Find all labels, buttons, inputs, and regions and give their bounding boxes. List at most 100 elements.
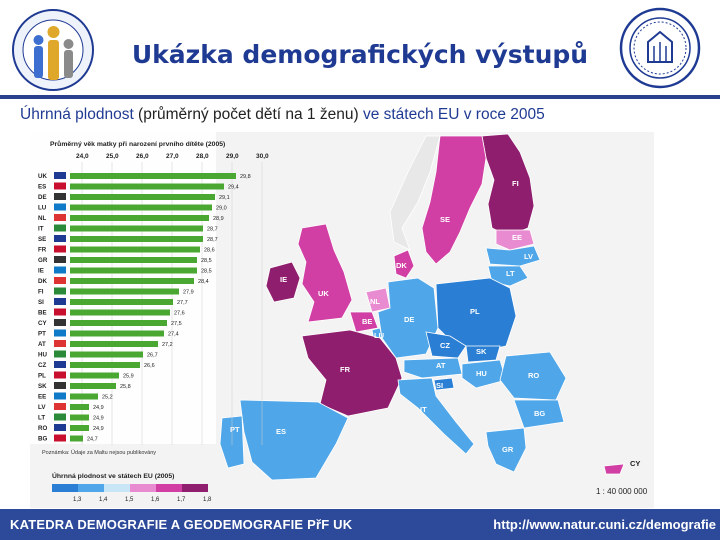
country-dk <box>393 249 415 279</box>
flag-icon <box>54 287 66 295</box>
page-title: Ukázka demografických výstupů <box>131 40 589 69</box>
country-norway <box>389 135 441 251</box>
tick-label: 25,0 <box>106 153 119 160</box>
bar-value-label: 27,6 <box>174 311 185 317</box>
country-uk <box>297 223 353 323</box>
bar <box>70 236 203 242</box>
flag-icon <box>54 193 66 200</box>
tick-label: 29,0 <box>226 153 239 160</box>
country-code-label: AT <box>38 341 46 348</box>
legend-swatch <box>182 484 208 492</box>
flag-icon <box>54 382 66 389</box>
country-code-label: GR <box>38 257 48 264</box>
country-si <box>433 377 455 391</box>
country-code-label: HU <box>38 352 47 359</box>
country-code-label: DE <box>38 194 47 201</box>
bar-value-label: 24,9 <box>93 416 104 422</box>
flag-icon <box>54 182 66 190</box>
country-sk <box>465 345 501 363</box>
tick-label: 24,0 <box>76 153 89 160</box>
subtitle-main: Úhrnná plodnost <box>20 106 134 123</box>
bar <box>70 288 179 295</box>
flag-icon <box>54 340 66 347</box>
bar-value-label: 28,6 <box>204 248 215 254</box>
country-hu <box>461 359 507 389</box>
flag-icon <box>54 224 66 232</box>
country-cy <box>603 463 625 475</box>
legend-tick-label: 1,6 <box>151 497 160 503</box>
header: Ukázka demografických výstupů <box>0 0 720 92</box>
header-divider <box>0 95 720 99</box>
country-code-label: LU <box>38 205 47 212</box>
svg-text:LV: LV <box>524 252 533 261</box>
bar-value-label: 27,7 <box>177 300 188 306</box>
legend-swatch <box>52 484 78 492</box>
bar-value-label: 28,5 <box>201 269 212 275</box>
bar <box>70 320 167 326</box>
svg-text:CY: CY <box>630 459 640 468</box>
bar-value-label: 29,0 <box>216 206 227 212</box>
svg-text:GR: GR <box>502 445 514 454</box>
bar <box>70 246 200 253</box>
bar-value-label: 28,9 <box>213 216 224 222</box>
subtitle-tail: ve státech EU v roce 2005 <box>362 106 545 123</box>
svg-text:DE: DE <box>404 315 414 324</box>
country-code-label: LT <box>38 415 45 422</box>
subtitle-paren: (průměrný počet dětí na 1 ženu) <box>133 106 363 123</box>
flag-icon <box>54 329 66 337</box>
bar-value-label: 24,9 <box>93 426 104 432</box>
svg-text:LU: LU <box>374 331 384 340</box>
bar-value-label: 25,8 <box>120 384 131 390</box>
country-es <box>239 399 349 481</box>
svg-text:FI: FI <box>512 179 519 188</box>
bar-value-label: 28,7 <box>207 237 218 243</box>
flag-icon <box>54 371 66 379</box>
country-code-label: BE <box>38 310 47 317</box>
country-lv <box>485 245 541 267</box>
svg-text:IT: IT <box>420 405 427 414</box>
legend-tick-label: 1,3 <box>73 497 82 503</box>
country-at <box>403 357 463 379</box>
bar <box>70 341 158 347</box>
svg-text:HU: HU <box>476 369 487 378</box>
country-code-label: SE <box>38 236 46 243</box>
legend-title: Úhrnná plodnost ve státech EU (2005) <box>52 471 174 480</box>
country-fr <box>301 329 403 417</box>
country-pl <box>435 277 517 353</box>
country-code-label: IE <box>38 268 44 275</box>
bar-value-label: 26,7 <box>147 353 158 359</box>
country-code-label: PT <box>38 331 46 338</box>
bar <box>70 330 164 337</box>
country-code-label: FI <box>38 289 44 296</box>
flag-icon <box>54 245 66 253</box>
bar <box>70 414 89 421</box>
country-code-label: ES <box>38 184 46 191</box>
flag-icon <box>54 256 66 263</box>
svg-text:CZ: CZ <box>440 341 450 350</box>
tick-label: 26,0 <box>136 153 149 160</box>
legend-tick-label: 1,4 <box>99 497 108 503</box>
country-code-label: SK <box>38 383 47 390</box>
bar-value-label: 28,4 <box>198 279 209 285</box>
bar <box>70 267 197 274</box>
flag-icon <box>54 319 66 326</box>
country-ie <box>265 261 301 303</box>
fertility-map-svg: FI SE EE LV LT DK IE UK NL BE LU DE PL C… <box>30 132 654 508</box>
flag-icon <box>54 298 66 305</box>
country-layer <box>219 133 625 481</box>
flag-icon <box>54 424 66 431</box>
svg-text:UK: UK <box>318 289 329 298</box>
svg-text:NL: NL <box>370 297 380 306</box>
country-de <box>377 277 439 359</box>
bar <box>70 362 140 368</box>
svg-text:SE: SE <box>440 215 450 224</box>
country-code-label: CY <box>38 320 47 327</box>
svg-text:RO: RO <box>528 371 539 380</box>
country-cz <box>425 331 467 359</box>
country-code-label: SI <box>38 299 44 306</box>
bar-value-label: 27,9 <box>183 290 194 296</box>
footer-department: KATEDRA DEMOGRAFIE A GEODEMOGRAFIE PřF U… <box>10 517 353 532</box>
footer-url-link[interactable]: http://www.natur.cuni.cz/demografie <box>493 517 716 532</box>
country-code-label: FR <box>38 247 47 254</box>
bar <box>70 204 212 211</box>
